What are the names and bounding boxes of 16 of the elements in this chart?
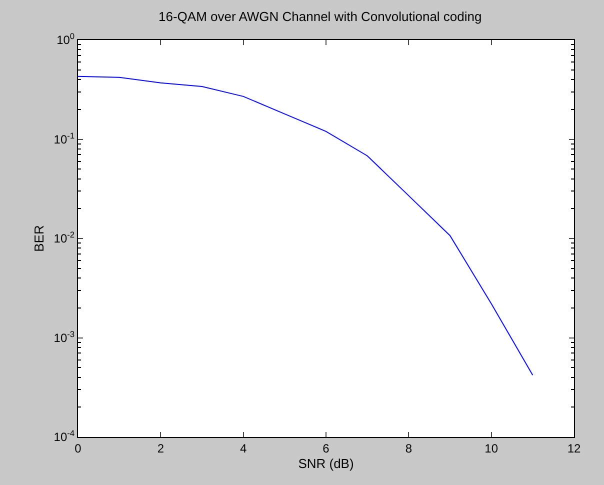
y-tick-label: 10$^{-3}$ xyxy=(54,328,75,345)
x-tick-label: 0 xyxy=(74,441,82,456)
x-axis-title: SNR (dB) xyxy=(298,456,354,471)
y-tick-label: 10$^{0}$ xyxy=(56,31,75,48)
y-tick-label: 10$^{-4}$ xyxy=(54,428,75,444)
x-tick-label: 8 xyxy=(405,441,412,456)
y-tick-label: 10$^{-1}$ xyxy=(54,130,75,146)
x-tick-label: 4 xyxy=(240,441,247,456)
y-tick-label: 10$^{-2}$ xyxy=(54,230,75,246)
chart-title: 16-QAM over AWGN Channel with Convolutional coding xyxy=(158,9,482,24)
line-series xyxy=(78,76,534,376)
x-tick-label: 2 xyxy=(157,441,164,456)
x-tick-label: 6 xyxy=(322,441,330,456)
x-tick-label: 10 xyxy=(484,441,498,456)
y-axis-title: BER xyxy=(32,225,47,252)
x-tick-label: 12 xyxy=(567,441,581,456)
